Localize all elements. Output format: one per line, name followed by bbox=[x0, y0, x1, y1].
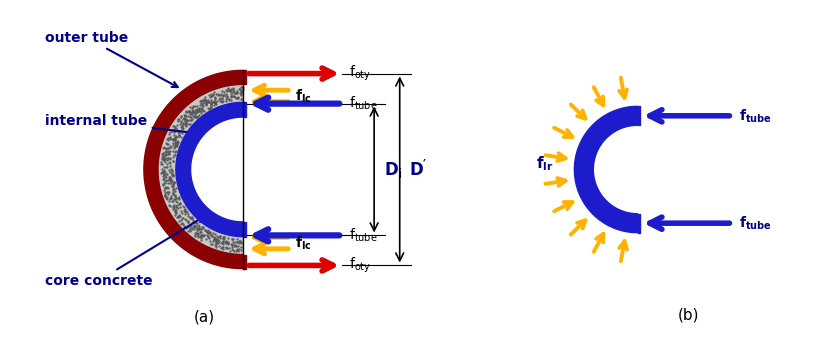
Text: outer tube: outer tube bbox=[45, 31, 178, 87]
Polygon shape bbox=[176, 102, 243, 237]
Text: (b): (b) bbox=[677, 307, 699, 322]
Text: $\mathregular{f_{lc}}$: $\mathregular{f_{lc}}$ bbox=[295, 234, 312, 252]
Text: $\mathregular{f_{lr}}$: $\mathregular{f_{lr}}$ bbox=[537, 154, 554, 173]
Text: $\mathregular{f_{tube}}$: $\mathregular{f_{tube}}$ bbox=[739, 215, 772, 232]
Polygon shape bbox=[638, 106, 640, 125]
Text: $\mathregular{f_{tube}}$: $\mathregular{f_{tube}}$ bbox=[348, 95, 377, 112]
Polygon shape bbox=[638, 214, 640, 233]
Text: $\mathregular{D_i}$: $\mathregular{D_i}$ bbox=[384, 160, 403, 179]
Polygon shape bbox=[575, 106, 638, 233]
Polygon shape bbox=[144, 71, 243, 268]
Text: internal tube: internal tube bbox=[45, 114, 199, 136]
Text: $\mathregular{f_{oty}}$: $\mathregular{f_{oty}}$ bbox=[348, 64, 370, 83]
Text: core concrete: core concrete bbox=[45, 217, 203, 287]
Polygon shape bbox=[243, 71, 246, 84]
Polygon shape bbox=[243, 102, 246, 117]
Polygon shape bbox=[243, 222, 246, 237]
Polygon shape bbox=[158, 84, 243, 255]
Text: $\mathregular{f_{lc}}$: $\mathregular{f_{lc}}$ bbox=[295, 87, 312, 105]
Text: $\mathregular{f_{tube}}$: $\mathregular{f_{tube}}$ bbox=[348, 227, 377, 244]
Polygon shape bbox=[243, 255, 246, 268]
Text: $\mathregular{f_{tube}}$: $\mathregular{f_{tube}}$ bbox=[739, 107, 772, 124]
Text: $\mathregular{f_{oty}}$: $\mathregular{f_{oty}}$ bbox=[348, 256, 370, 275]
Text: (a): (a) bbox=[194, 309, 215, 324]
Text: $\mathregular{D'}$: $\mathregular{D'}$ bbox=[409, 159, 428, 180]
